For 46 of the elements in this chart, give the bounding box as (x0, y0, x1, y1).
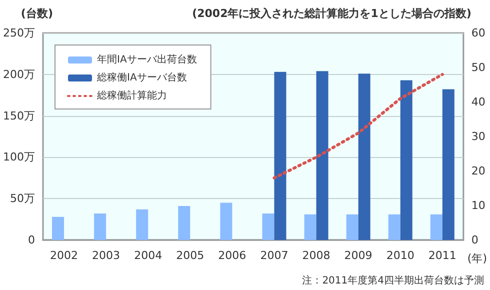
x-tick-label: 2009 (344, 249, 372, 262)
x-axis-title: (年) (467, 252, 488, 265)
x-tick-label: 2007 (260, 249, 288, 262)
bar (52, 216, 64, 240)
x-tick-label: 2008 (302, 249, 330, 262)
y-tick-label: 0 (28, 234, 35, 246)
x-tick-label: 2006 (218, 249, 246, 262)
y-tick-label: 200万 (2, 68, 35, 81)
bar (220, 202, 232, 240)
bar (304, 214, 316, 240)
x-tick-label: 2010 (386, 249, 414, 262)
legend-label: 総稼働計算能力 (96, 90, 167, 102)
bar (136, 209, 148, 240)
x-tick-label: 2011 (428, 249, 456, 262)
y2-tick-label: 50 (471, 61, 486, 74)
y-axis-title: (台数) (20, 7, 53, 20)
y-tick-label: 50万 (10, 192, 35, 206)
bar (430, 214, 442, 240)
y2-tick-label: 0 (471, 234, 478, 246)
bar (346, 214, 358, 240)
legend-label: 年間IAサーバ出荷台数 (97, 54, 197, 66)
y-tick-label: 250万 (2, 26, 35, 40)
line-series (272, 72, 444, 180)
y2-tick-label: 30 (471, 130, 486, 143)
legend-label: 総稼働IAサーバ台数 (96, 72, 187, 84)
y-tick-label: 150万 (2, 109, 35, 122)
text: 注：2011年度第4四半期出荷台数は予測 (302, 274, 484, 286)
x-tick-label: 2004 (134, 249, 162, 262)
x-tick-label: 2002 (50, 249, 78, 262)
bar (316, 71, 328, 240)
bar (388, 214, 400, 240)
bar (94, 214, 106, 240)
bar (262, 214, 274, 240)
bar (274, 72, 286, 240)
bar (178, 206, 190, 240)
bar (400, 80, 412, 240)
x-tick-label: 2005 (176, 249, 204, 262)
bar (358, 74, 370, 240)
x-tick-label: 2003 (92, 249, 120, 262)
y2-axis-title: (2002年に投入された総計算能力を1とした場合の指数) (192, 7, 472, 20)
y2-tick-label: 40 (471, 96, 486, 108)
y2-tick-label: 60 (471, 26, 486, 40)
y-tick-label: 100万 (2, 150, 35, 164)
y2-tick-label: 20 (471, 164, 486, 178)
y2-tick-label: 10 (471, 199, 486, 212)
bar (442, 89, 454, 240)
